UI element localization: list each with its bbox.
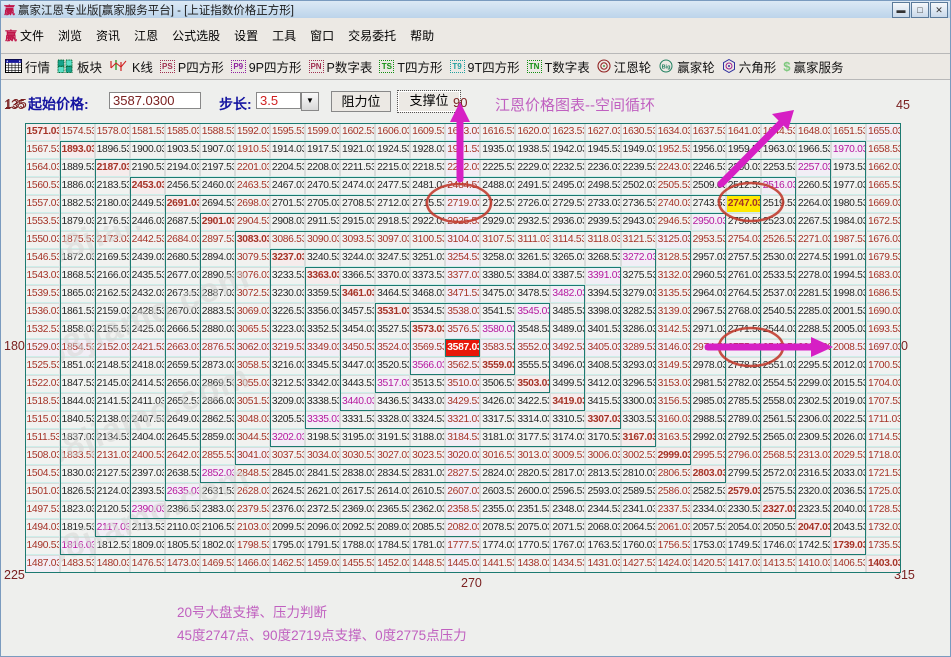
svg-text:Big: Big bbox=[662, 65, 671, 71]
